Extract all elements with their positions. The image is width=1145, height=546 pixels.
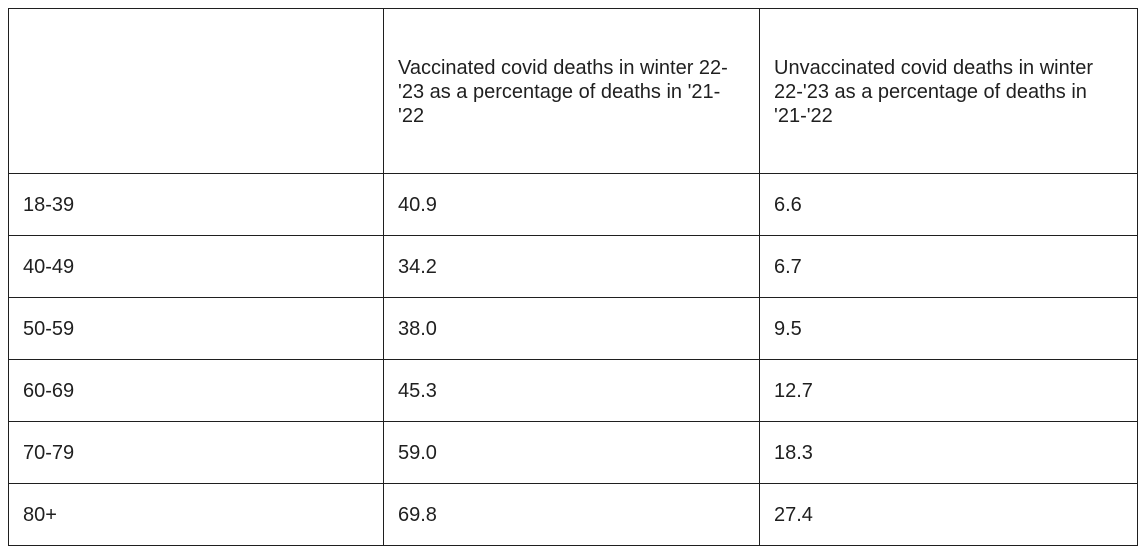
table-row: 40-49 34.2 6.7 — [8, 235, 1138, 298]
unvaccinated-value-cell: 12.7 — [759, 359, 1138, 422]
unvaccinated-value-cell: 9.5 — [759, 297, 1138, 360]
header-cell-unvaccinated: Unvaccinated covid deaths in winter 22-'… — [759, 8, 1138, 174]
age-group-cell: 40-49 — [8, 235, 384, 298]
header-cell-age-group — [8, 8, 384, 174]
unvaccinated-value-cell: 6.7 — [759, 235, 1138, 298]
table-row: 50-59 38.0 9.5 — [8, 297, 1138, 360]
table-row: 80+ 69.8 27.4 — [8, 483, 1138, 546]
age-group-cell: 70-79 — [8, 421, 384, 484]
table-body: 18-39 40.9 6.6 40-49 34.2 6.7 50-59 38.0… — [8, 173, 1138, 546]
table-row: 60-69 45.3 12.7 — [8, 359, 1138, 422]
unvaccinated-value-cell: 18.3 — [759, 421, 1138, 484]
age-group-cell: 60-69 — [8, 359, 384, 422]
table-header: Vaccinated covid deaths in winter 22-'23… — [8, 8, 1138, 174]
age-group-cell: 80+ — [8, 483, 384, 546]
unvaccinated-value-cell: 27.4 — [759, 483, 1138, 546]
unvaccinated-value-cell: 6.6 — [759, 173, 1138, 236]
vaccinated-value-cell: 38.0 — [383, 297, 760, 360]
vaccinated-value-cell: 45.3 — [383, 359, 760, 422]
vaccinated-value-cell: 69.8 — [383, 483, 760, 546]
table-row: 70-79 59.0 18.3 — [8, 421, 1138, 484]
table-row: 18-39 40.9 6.6 — [8, 173, 1138, 236]
vaccinated-value-cell: 40.9 — [383, 173, 760, 236]
header-row: Vaccinated covid deaths in winter 22-'23… — [8, 8, 1138, 174]
header-cell-vaccinated: Vaccinated covid deaths in winter 22-'23… — [383, 8, 760, 174]
data-table: Vaccinated covid deaths in winter 22-'23… — [8, 8, 1138, 546]
vaccinated-value-cell: 59.0 — [383, 421, 760, 484]
age-group-cell: 50-59 — [8, 297, 384, 360]
age-group-cell: 18-39 — [8, 173, 384, 236]
vaccinated-value-cell: 34.2 — [383, 235, 760, 298]
